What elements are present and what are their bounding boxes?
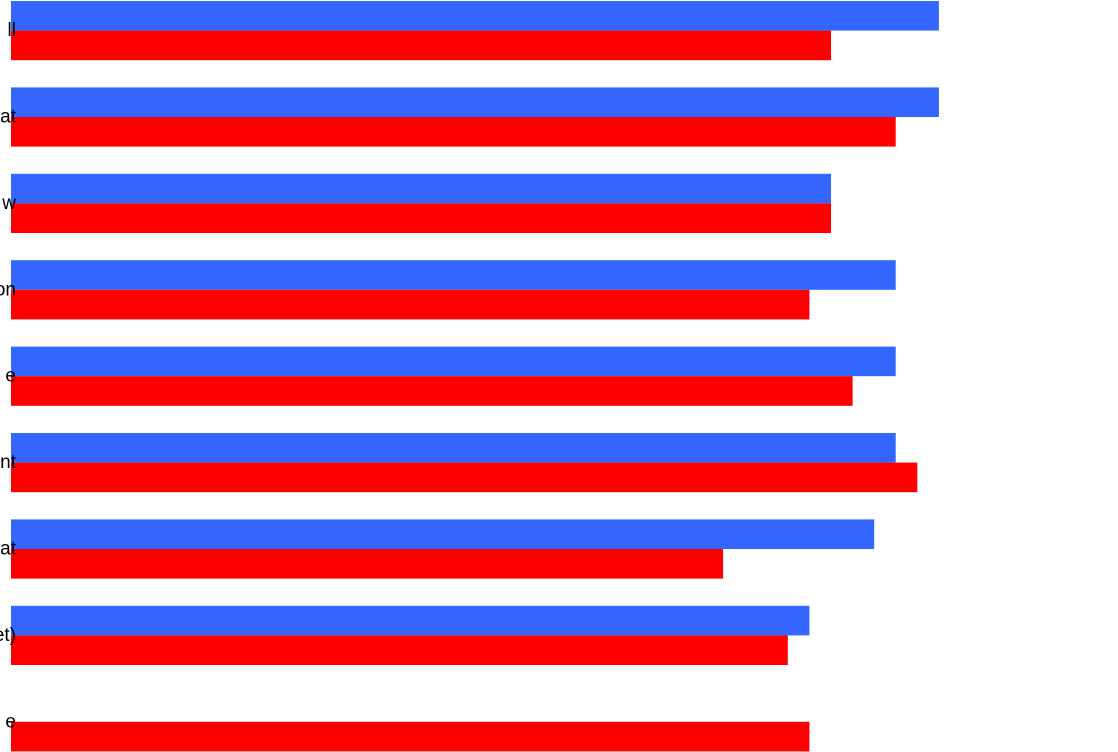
bar-series2-8 bbox=[11, 721, 810, 752]
y-tick-label: at bbox=[0, 107, 17, 128]
bar-series2-2 bbox=[11, 203, 831, 233]
bar-series2-3 bbox=[11, 289, 810, 320]
bar-series2-0 bbox=[11, 30, 831, 61]
tick-labels-layer: ll at w on e nt at et) e bbox=[0, 20, 17, 732]
y-tick-label: at bbox=[0, 539, 17, 560]
y-tick-label: on bbox=[0, 279, 16, 300]
y-tick-label: e bbox=[5, 711, 16, 732]
bar-series1-0 bbox=[11, 1, 939, 31]
y-tick-label: ll bbox=[8, 20, 16, 41]
y-tick-label: e bbox=[5, 366, 16, 387]
bar-series2-4 bbox=[11, 376, 853, 406]
y-tick-label: w bbox=[1, 193, 16, 214]
bar-series1-7 bbox=[11, 605, 810, 636]
bar-series1-2 bbox=[11, 173, 831, 204]
bar-series2-5 bbox=[11, 462, 918, 493]
bar-series1-1 bbox=[11, 87, 939, 117]
bar-series2-6 bbox=[11, 549, 724, 579]
bar-series1-3 bbox=[11, 260, 896, 290]
bar-series2-7 bbox=[11, 635, 788, 665]
bar-series1-6 bbox=[11, 519, 875, 549]
y-tick-label: nt bbox=[0, 452, 17, 473]
y-tick-label: et) bbox=[0, 625, 16, 646]
bar-series2-1 bbox=[11, 117, 896, 147]
bars-layer bbox=[11, 1, 939, 752]
bar-series1-4 bbox=[11, 346, 896, 377]
bar-series1-5 bbox=[11, 433, 896, 463]
